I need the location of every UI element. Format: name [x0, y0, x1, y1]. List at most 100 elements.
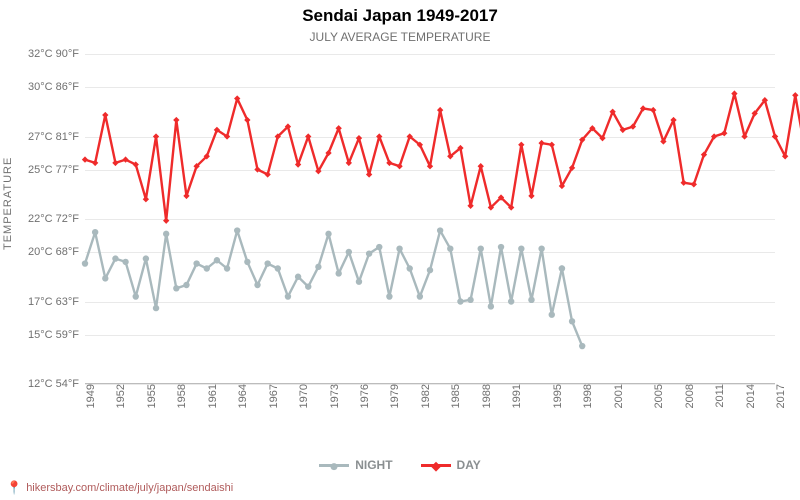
x-tick-label: 2011 — [710, 384, 726, 408]
y-axis-label: TEMPERATURE — [2, 157, 14, 250]
series-marker-night — [335, 270, 341, 276]
plot-area: 12°C 54°F15°C 59°F17°C 63°F20°C 68°F22°C… — [85, 54, 775, 384]
series-marker-night — [224, 265, 230, 271]
x-tick-label: 1973 — [325, 384, 341, 408]
series-marker-night — [467, 297, 473, 303]
series-marker-night — [356, 279, 362, 285]
series-marker-night — [193, 260, 199, 266]
series-marker-night — [386, 293, 392, 299]
series-marker-night — [396, 246, 402, 252]
series-line-night — [85, 231, 531, 309]
series-marker-night — [153, 305, 159, 311]
y-tick-label: 22°C 72°F — [28, 213, 85, 225]
series-line-night — [562, 269, 582, 347]
y-tick-label: 30°C 86°F — [28, 81, 85, 93]
series-marker-night — [112, 255, 118, 261]
y-tick-label: 15°C 59°F — [28, 329, 85, 341]
series-marker-day — [681, 180, 687, 186]
series-marker-day — [82, 156, 88, 162]
x-tick-label: 2017 — [771, 384, 787, 408]
series-marker-day — [153, 133, 159, 139]
series-marker-night — [204, 265, 210, 271]
x-tick-label: 2005 — [649, 384, 665, 408]
legend-item-day: DAY — [421, 458, 481, 472]
chart-subtitle: JULY AVERAGE TEMPERATURE — [0, 30, 800, 44]
series-marker-night — [82, 260, 88, 266]
series-marker-night — [163, 231, 169, 237]
chart-title: Sendai Japan 1949-2017 — [0, 6, 800, 26]
series-marker-night — [214, 257, 220, 263]
y-tick-label: 20°C 68°F — [28, 246, 85, 258]
series-marker-night — [528, 297, 534, 303]
y-tick-label: 12°C 54°F — [28, 378, 85, 390]
y-tick-label: 32°C 90°F — [28, 48, 85, 60]
x-tick-label: 1982 — [416, 384, 432, 408]
series-marker-night — [285, 293, 291, 299]
series-marker-day — [356, 135, 362, 141]
series-marker-night — [122, 259, 128, 265]
series-marker-day — [538, 140, 544, 146]
series-marker-night — [234, 227, 240, 233]
x-tick-label: 2001 — [609, 384, 625, 408]
series-marker-night — [315, 264, 321, 270]
series-marker-day — [731, 90, 737, 96]
legend-swatch-day — [421, 464, 451, 467]
x-tick-label: 1955 — [142, 384, 158, 408]
series-marker-day — [163, 217, 169, 223]
series-marker-night — [518, 246, 524, 252]
chart-container: { "title": "Sendai Japan 1949-2017", "su… — [0, 0, 800, 500]
series-marker-night — [102, 275, 108, 281]
series-marker-day — [650, 107, 656, 113]
series-marker-night — [92, 229, 98, 235]
series-line-night — [531, 249, 561, 315]
y-tick-label: 17°C 63°F — [28, 296, 85, 308]
series-marker-day — [173, 117, 179, 123]
legend-item-night: NIGHT — [319, 458, 392, 472]
series-marker-night — [488, 303, 494, 309]
series-marker-night — [447, 246, 453, 252]
series-marker-night — [173, 285, 179, 291]
series-marker-night — [417, 293, 423, 299]
x-tick-label: 1979 — [385, 384, 401, 408]
series-marker-night — [549, 312, 555, 318]
series-marker-night — [498, 244, 504, 250]
series-svg — [85, 54, 775, 384]
series-marker-day — [386, 160, 392, 166]
series-marker-night — [183, 282, 189, 288]
series-marker-night — [508, 298, 514, 304]
series-marker-night — [457, 298, 463, 304]
series-marker-day — [102, 112, 108, 118]
series-marker-night — [295, 274, 301, 280]
legend-swatch-night — [319, 464, 349, 467]
x-tick-label: 2008 — [680, 384, 696, 408]
x-tick-label: 1995 — [548, 384, 564, 408]
series-marker-night — [275, 265, 281, 271]
series-marker-night — [346, 249, 352, 255]
x-tick-label: 1991 — [507, 384, 523, 408]
series-marker-night — [437, 227, 443, 233]
series-marker-day — [143, 196, 149, 202]
y-tick-label: 25°C 77°F — [28, 164, 85, 176]
series-marker-day — [336, 125, 342, 131]
series-marker-day — [366, 171, 372, 177]
series-marker-night — [478, 246, 484, 252]
series-marker-night — [376, 244, 382, 250]
series-marker-night — [559, 265, 565, 271]
series-marker-night — [143, 255, 149, 261]
series-marker-night — [407, 265, 413, 271]
series-marker-day — [437, 107, 443, 113]
x-tick-label: 1964 — [233, 384, 249, 408]
series-marker-day — [92, 160, 98, 166]
map-pin-icon: 📍 — [6, 480, 22, 496]
series-marker-night — [254, 282, 260, 288]
x-tick-label: 1988 — [477, 384, 493, 408]
series-marker-night — [264, 260, 270, 266]
series-marker-day — [518, 142, 524, 148]
series-marker-night — [325, 231, 331, 237]
series-marker-day — [183, 193, 189, 199]
legend-label-night: NIGHT — [355, 458, 392, 472]
x-tick-label: 1961 — [203, 384, 219, 408]
series-marker-day — [528, 193, 534, 199]
series-marker-day — [478, 163, 484, 169]
legend: NIGHT DAY — [0, 456, 800, 473]
